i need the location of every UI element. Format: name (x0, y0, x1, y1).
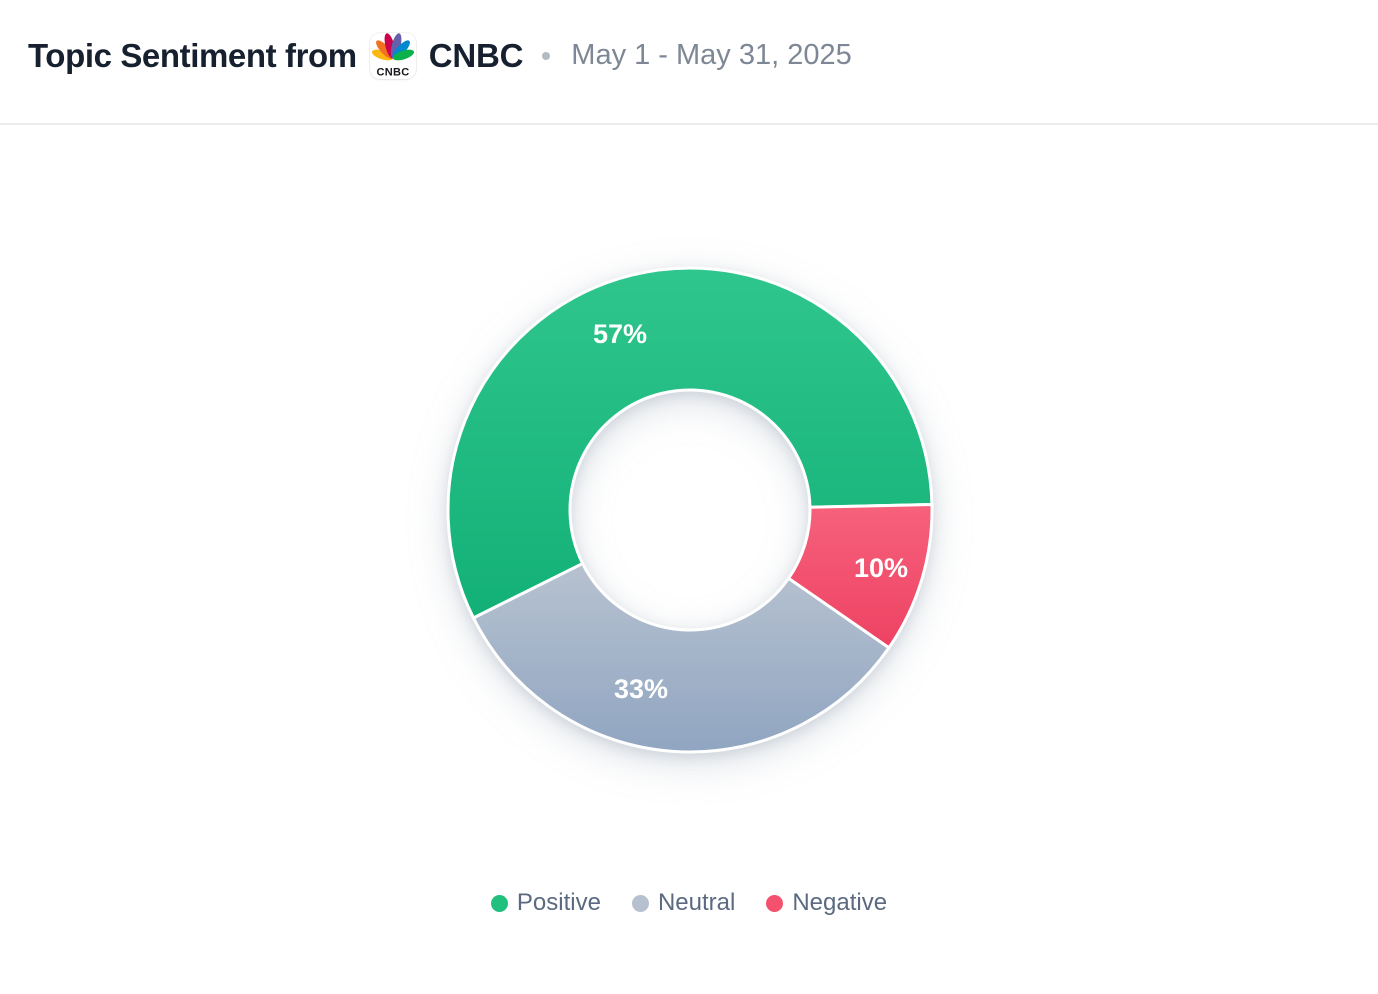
sentiment-donut-chart: 57% 33% 10% (446, 266, 934, 754)
legend-swatch-positive-icon (490, 894, 508, 912)
legend-swatch-neutral-icon (631, 894, 649, 912)
separator-dot-icon (542, 51, 551, 60)
cnbc-logo-icon: CNBC (369, 32, 416, 79)
legend-label-positive: Positive (516, 889, 601, 916)
cnbc-logo-caption: CNBC (376, 66, 409, 78)
legend-label-neutral: Neutral (657, 889, 736, 916)
pie-slice-positive[interactable] (446, 266, 934, 620)
source-name: CNBC (428, 37, 524, 74)
pie-slice-negative[interactable] (787, 503, 934, 650)
chart-legend: Positive Neutral Negative (0, 891, 1378, 915)
legend-item-positive[interactable]: Positive (490, 889, 601, 916)
legend-item-neutral[interactable]: Neutral (631, 889, 736, 916)
slice-label-positive: 57% (593, 319, 647, 349)
slice-label-neutral: 33% (614, 674, 668, 704)
legend-swatch-negative-icon (766, 894, 784, 912)
date-range: May 1 - May 31, 2025 (571, 39, 852, 71)
legend-item-negative[interactable]: Negative (766, 891, 887, 915)
page-title: Topic Sentiment from (28, 37, 357, 74)
pie-slice-neutral[interactable] (471, 562, 891, 754)
slice-label-negative: 10% (854, 553, 908, 583)
header: Topic Sentiment from CNBC CNBC May 1 - M… (0, 0, 1378, 125)
legend-label-negative: Negative (792, 889, 888, 916)
